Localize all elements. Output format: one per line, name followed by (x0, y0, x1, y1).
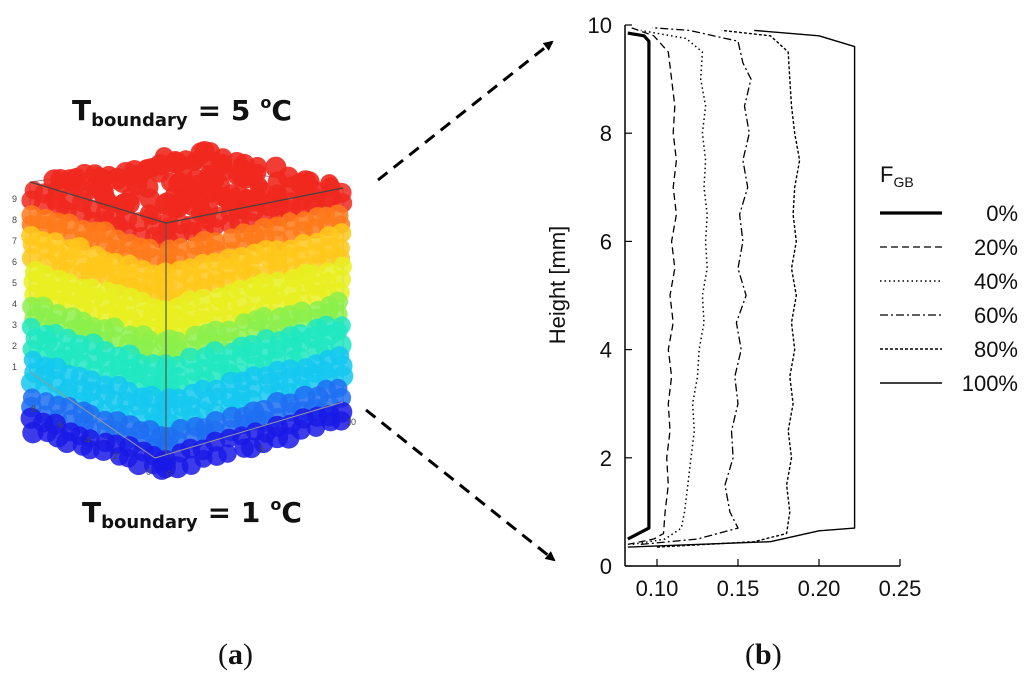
particle (92, 439, 115, 461)
legend-title: FGB (880, 162, 914, 190)
particle (170, 172, 190, 191)
x-tick: 10 (346, 417, 356, 427)
z-tick: 4 (12, 299, 17, 309)
y-tick-label: 0 (600, 554, 612, 579)
particle (218, 444, 237, 463)
upper-arrow (377, 40, 554, 182)
particle (291, 420, 311, 440)
x-tick-label: 0.15 (717, 576, 760, 601)
x-tick-label: 0.25 (879, 576, 922, 601)
connector-arrows (365, 40, 556, 562)
particle (139, 204, 159, 223)
particle (277, 166, 299, 188)
series-line-100pct (627, 29, 856, 548)
panel-b-chart: 0 2 4 6 8 10 0.10 0.15 0.20 0.25 Height [mm] FGB… (545, 13, 1018, 671)
y-tick: 0 (146, 467, 151, 477)
y-axis-label: Height [mm] (545, 226, 570, 345)
y-axis-ticks: 0 2 4 6 8 10 (588, 13, 632, 579)
z-tick: 3 (12, 320, 17, 330)
particle (306, 418, 326, 437)
z-tick: 6 (12, 257, 17, 267)
particle (205, 217, 225, 237)
particle (267, 187, 289, 209)
y-tick-label: 4 (600, 338, 612, 363)
particle (331, 223, 352, 243)
particle (93, 169, 113, 188)
legend-label: 60% (974, 303, 1018, 328)
particle (112, 173, 133, 193)
panel-b-label: (b) (745, 638, 782, 671)
particle-cube: 1 2 3 4 5 6 7 8 9 0 2 4 6 8 0 5 10 (12, 141, 356, 480)
y-tick: 4 (85, 435, 90, 445)
z-tick: 8 (12, 215, 17, 225)
z-tick: 5 (12, 278, 17, 288)
x-tick: 0 (167, 469, 172, 479)
cube-tick-labels: 1 2 3 4 5 6 7 8 9 0 2 4 6 8 0 5 10 (12, 194, 356, 479)
series-line-40pct (632, 29, 708, 546)
z-tick: 2 (12, 341, 17, 351)
y-tick-label: 8 (600, 121, 612, 146)
particle (73, 181, 96, 204)
x-axis-ticks: 0.10 0.15 0.20 0.25 (636, 559, 922, 601)
bottom-boundary-label: Tboundary = 1 oC (82, 495, 302, 533)
x-tick-label: 0.10 (636, 576, 679, 601)
legend: FGB 0% 20% 40% 60% 80% 100% (880, 162, 1018, 396)
legend-label: 100% (962, 371, 1018, 396)
lower-arrow (365, 408, 556, 562)
top-boundary-label: Tboundary = 5 oC (72, 93, 292, 131)
particle (295, 180, 316, 202)
particle (183, 197, 202, 217)
legend-label: 40% (974, 269, 1018, 294)
particle (247, 163, 267, 183)
panel-a: Tboundary = 5 oC 1 2 3 4 5 6 7 8 9 (12, 93, 356, 671)
cube-spheres (20, 141, 354, 480)
particle (293, 308, 313, 328)
legend-label: 0% (986, 201, 1018, 226)
z-tick: 7 (12, 236, 17, 246)
series-line-0pct (627, 31, 651, 541)
particle (127, 453, 150, 476)
cube-top-side-edge (165, 187, 344, 224)
particle (202, 154, 225, 176)
cube-bottom-left-edge (29, 371, 156, 459)
particle (192, 288, 213, 309)
x-tick: 5 (259, 444, 264, 454)
particle (35, 377, 54, 396)
particle (68, 236, 90, 259)
particle (22, 422, 44, 444)
panel-a-label: (a) (218, 638, 253, 671)
z-tick: 1 (12, 362, 17, 372)
particle (163, 153, 184, 174)
cube-bottom-right-edge (154, 401, 344, 459)
particle (113, 192, 136, 215)
particle (318, 248, 337, 268)
y-tick-label: 2 (600, 446, 612, 471)
particle (232, 157, 251, 177)
series-line-20pct (627, 27, 678, 546)
y-tick: 6 (58, 420, 63, 430)
z-tick: 9 (12, 194, 17, 204)
particle (196, 198, 219, 221)
legend-label: 20% (974, 235, 1018, 260)
series-lines (627, 27, 856, 548)
y-tick-label: 10 (588, 13, 612, 38)
series-line-80pct (656, 29, 801, 548)
y-tick: 2 (113, 451, 118, 461)
particle (331, 411, 351, 431)
series-line-60pct (640, 27, 752, 546)
y-tick-label: 6 (600, 229, 612, 254)
particle (321, 177, 341, 197)
cube-top-front-edge (29, 181, 167, 224)
particle (56, 431, 78, 454)
x-tick-label: 0.20 (798, 576, 841, 601)
legend-label: 80% (974, 337, 1018, 362)
y-tick: 8 (31, 404, 36, 414)
legend-items: 0% 20% 40% 60% 80% 100% (880, 201, 1018, 396)
particle (59, 169, 81, 191)
particle (43, 169, 66, 192)
particle (209, 174, 231, 196)
